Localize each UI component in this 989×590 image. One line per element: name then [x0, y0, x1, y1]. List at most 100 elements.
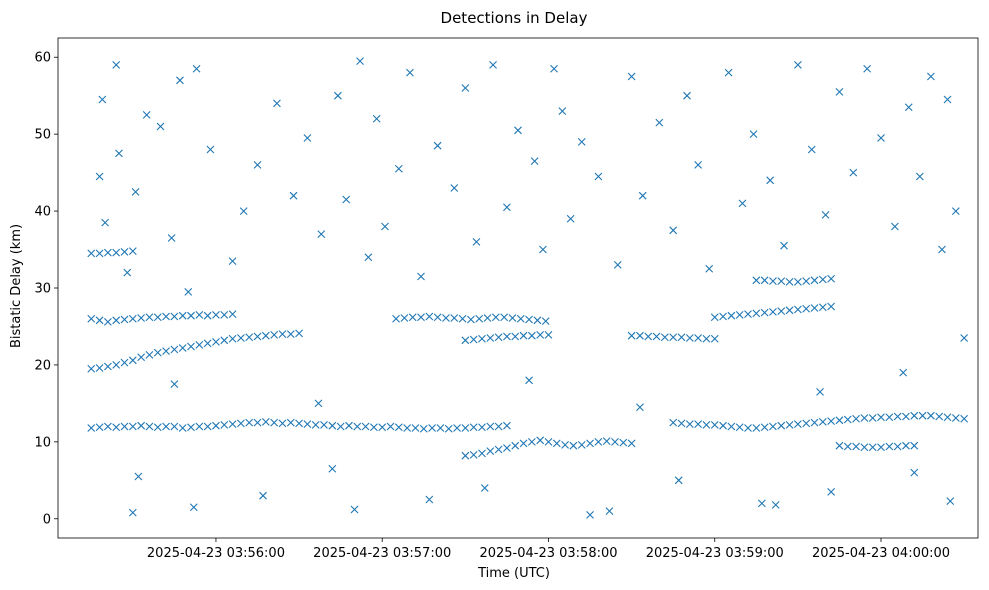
data-point [818, 275, 827, 284]
data-point [156, 122, 165, 131]
data-point [461, 424, 470, 432]
data-point [195, 341, 204, 349]
data-point [860, 414, 869, 422]
data-point [403, 424, 412, 432]
data-point [286, 418, 295, 427]
data-point [220, 336, 229, 345]
data-point [428, 424, 436, 432]
data-point [602, 437, 611, 445]
data-point [261, 331, 270, 340]
data-point [131, 187, 140, 196]
data-point [187, 311, 195, 320]
data-point [253, 332, 262, 341]
data-point [419, 424, 428, 433]
data-point [835, 441, 844, 450]
data-point [943, 413, 952, 422]
data-point [852, 442, 860, 451]
data-point [500, 313, 509, 322]
data-point [785, 306, 794, 315]
data-point [638, 191, 647, 200]
data-point [735, 423, 744, 432]
data-point [87, 364, 96, 373]
y-tick-label: 20 [34, 358, 51, 373]
data-point [184, 287, 193, 296]
data-point [802, 304, 811, 313]
data-point [652, 332, 661, 341]
data-point [162, 347, 170, 355]
data-point [613, 261, 622, 269]
data-point [827, 487, 836, 496]
data-point [771, 501, 780, 509]
data-point [890, 222, 899, 231]
data-point [777, 307, 786, 315]
data-point [744, 424, 752, 432]
data-point [503, 332, 511, 341]
data-point [669, 333, 678, 342]
data-point [935, 412, 944, 421]
data-point [145, 313, 154, 322]
data-point [877, 134, 885, 142]
data-point [392, 314, 400, 323]
data-point [417, 272, 425, 281]
data-point [408, 313, 417, 322]
data-point [87, 249, 96, 258]
data-point [112, 316, 121, 325]
data-point [843, 415, 852, 424]
data-point [170, 345, 179, 354]
data-point [95, 364, 104, 372]
data-point [757, 499, 766, 508]
data-point [137, 314, 146, 322]
data-point [938, 245, 946, 254]
data-point [527, 331, 536, 340]
data-point [503, 421, 511, 430]
data-point [766, 176, 775, 185]
data-point [793, 420, 802, 429]
data-point [694, 161, 703, 169]
data-point [910, 411, 919, 420]
data-point [544, 437, 553, 446]
data-point [586, 511, 594, 519]
data-point [915, 172, 924, 181]
data-point [228, 257, 237, 265]
y-tick-label: 40 [34, 205, 51, 220]
x-tick-label: 2025-04-23 03:59:00 [646, 546, 784, 561]
data-point [539, 245, 547, 254]
data-point [345, 421, 353, 430]
data-point [115, 149, 123, 158]
data-point [902, 412, 910, 421]
data-point [586, 439, 594, 448]
data-point [918, 411, 927, 420]
data-point [863, 64, 872, 73]
data-point [818, 303, 827, 312]
data-point [303, 420, 312, 429]
data-point [627, 439, 636, 448]
data-point [101, 218, 109, 227]
data-point [278, 330, 287, 339]
data-point [187, 342, 195, 351]
data-point [669, 226, 678, 235]
data-point [511, 332, 520, 341]
data-point [702, 421, 711, 429]
data-point [195, 422, 204, 431]
data-point [220, 421, 229, 429]
data-point [120, 358, 129, 367]
data-point [636, 403, 644, 412]
y-tick-label: 30 [34, 282, 51, 297]
data-point [769, 277, 777, 285]
data-point [178, 424, 187, 432]
data-point [253, 418, 262, 427]
data-point [361, 422, 370, 431]
data-point [203, 339, 212, 348]
data-point [95, 423, 104, 432]
data-point [237, 334, 245, 342]
data-point [162, 422, 170, 431]
data-point [927, 72, 935, 81]
data-point [744, 310, 752, 319]
data-point [273, 99, 281, 108]
data-point [103, 362, 112, 371]
data-point [212, 421, 220, 430]
data-point [461, 84, 470, 92]
data-point [220, 311, 229, 319]
data-point [137, 421, 146, 430]
